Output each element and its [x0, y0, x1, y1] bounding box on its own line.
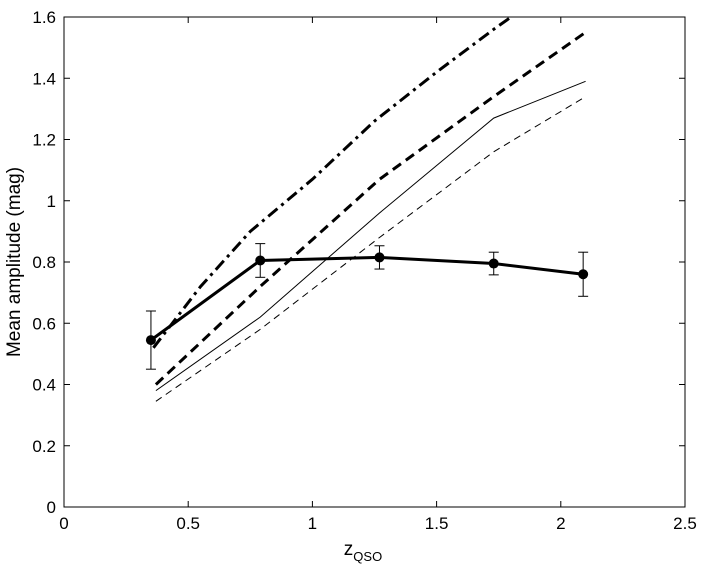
series-line: [152, 17, 512, 349]
axis-ticks: [63, 16, 686, 508]
y-tick-label: 0.4: [32, 376, 56, 395]
y-tick-label: 0: [47, 498, 56, 517]
y-tick-label: 0.2: [32, 437, 56, 456]
series-dash-dot-thick: [152, 17, 512, 349]
x-axis-label-subscript: QSO: [353, 549, 382, 564]
series-dashed-thin: [155, 96, 586, 402]
y-tick-label: 1.6: [32, 8, 56, 27]
x-axis-label-main: z: [344, 539, 354, 560]
x-tick-label: 2: [556, 514, 565, 533]
x-tick-label: 1: [308, 514, 317, 533]
y-tick-label: 0.6: [32, 314, 56, 333]
x-tick-label: 0: [59, 514, 68, 533]
y-axis-label: Mean amplitude (mag): [4, 167, 25, 357]
data-point: [255, 255, 266, 266]
series-thick-solid-markers: [145, 243, 589, 370]
x-tick-label: 1.5: [425, 514, 449, 533]
series-line: [155, 80, 586, 392]
data-point: [578, 269, 589, 280]
x-tick-label: 0.5: [176, 514, 200, 533]
y-tick-label: 0.8: [32, 253, 56, 272]
axis-tick-labels: 0 0.5 1 1.5 2 2.5 0 0.2 0.4 0.6 0.8 1 1.2 1.4 1.6: [32, 8, 696, 533]
data-point: [145, 335, 156, 346]
data-point: [374, 252, 385, 263]
series-layer: [145, 17, 589, 402]
series-line: [155, 96, 586, 402]
x-axis-label: zQSO: [344, 539, 382, 564]
series-line: [154, 31, 587, 386]
series-solid-thin: [155, 80, 586, 392]
series-dashed-thick: [154, 31, 587, 386]
y-tick-label: 1: [47, 192, 56, 211]
data-point: [488, 258, 499, 269]
y-tick-label: 1.2: [32, 131, 56, 150]
plot-area: [63, 16, 686, 508]
y-tick-label: 1.4: [32, 69, 56, 88]
x-tick-label: 2.5: [673, 514, 697, 533]
